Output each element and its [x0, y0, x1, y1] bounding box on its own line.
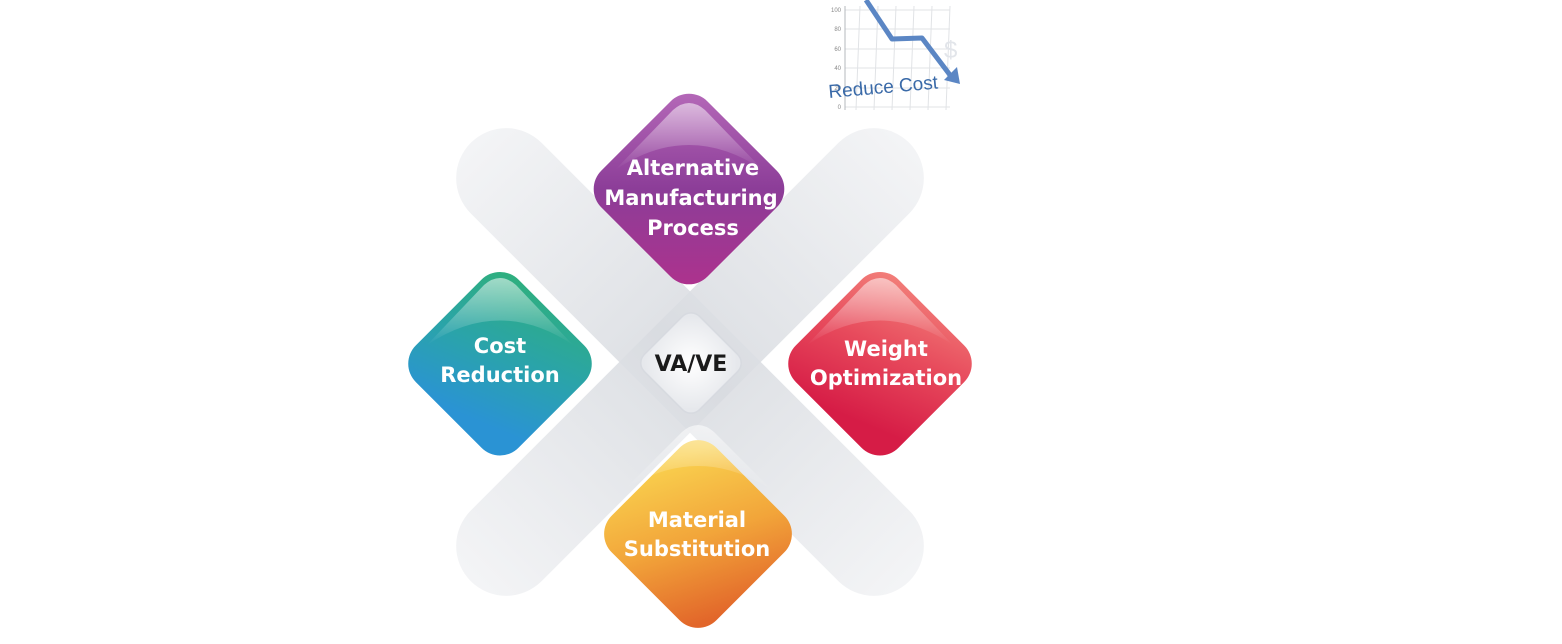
diamond-material-substitution: Material Substitution: [604, 425, 792, 628]
inset-tick-100: 100: [831, 8, 842, 14]
diamond-bottom-line-2: Substitution: [624, 537, 770, 561]
diamond-alternative-manufacturing-process: Alternative Manufacturing Process: [593, 93, 785, 285]
diamond-right-line-2: Optimization: [810, 366, 962, 390]
inset-tick-0: 0: [838, 105, 842, 111]
decline-arrow-head: [944, 67, 960, 84]
diamond-cost-reduction: Cost Reduction: [408, 271, 592, 456]
diamond-left-line-2: Reduction: [440, 363, 559, 387]
decline-arrow-line: [863, 0, 952, 77]
center-node: VA/VE: [640, 312, 742, 414]
diamond-left-line-1: Cost: [474, 334, 526, 358]
diamond-weight-optimization: Weight Optimization: [788, 271, 972, 456]
inset-tick-60: 60: [834, 47, 841, 53]
reduce-cost-label: Reduce Cost: [828, 72, 940, 103]
inset-tick-40: 40: [834, 66, 841, 72]
diamond-top-line-1: Alternative: [627, 156, 759, 180]
inset-tick-80: 80: [834, 27, 841, 33]
reduce-cost-inset: 100 80 60 40 20 0 $ Reduce Cost: [828, 0, 960, 111]
diamond-right-line-1: Weight: [844, 337, 928, 361]
diamond-top-line-2: Manufacturing: [604, 186, 777, 210]
diamond-bottom-line-1: Material: [648, 508, 746, 532]
diamond-top-line-3: Process: [647, 216, 739, 240]
dollar-sign: $: [944, 37, 957, 64]
center-label: VA/VE: [655, 352, 728, 377]
inset-tick-20: 20: [834, 86, 841, 92]
